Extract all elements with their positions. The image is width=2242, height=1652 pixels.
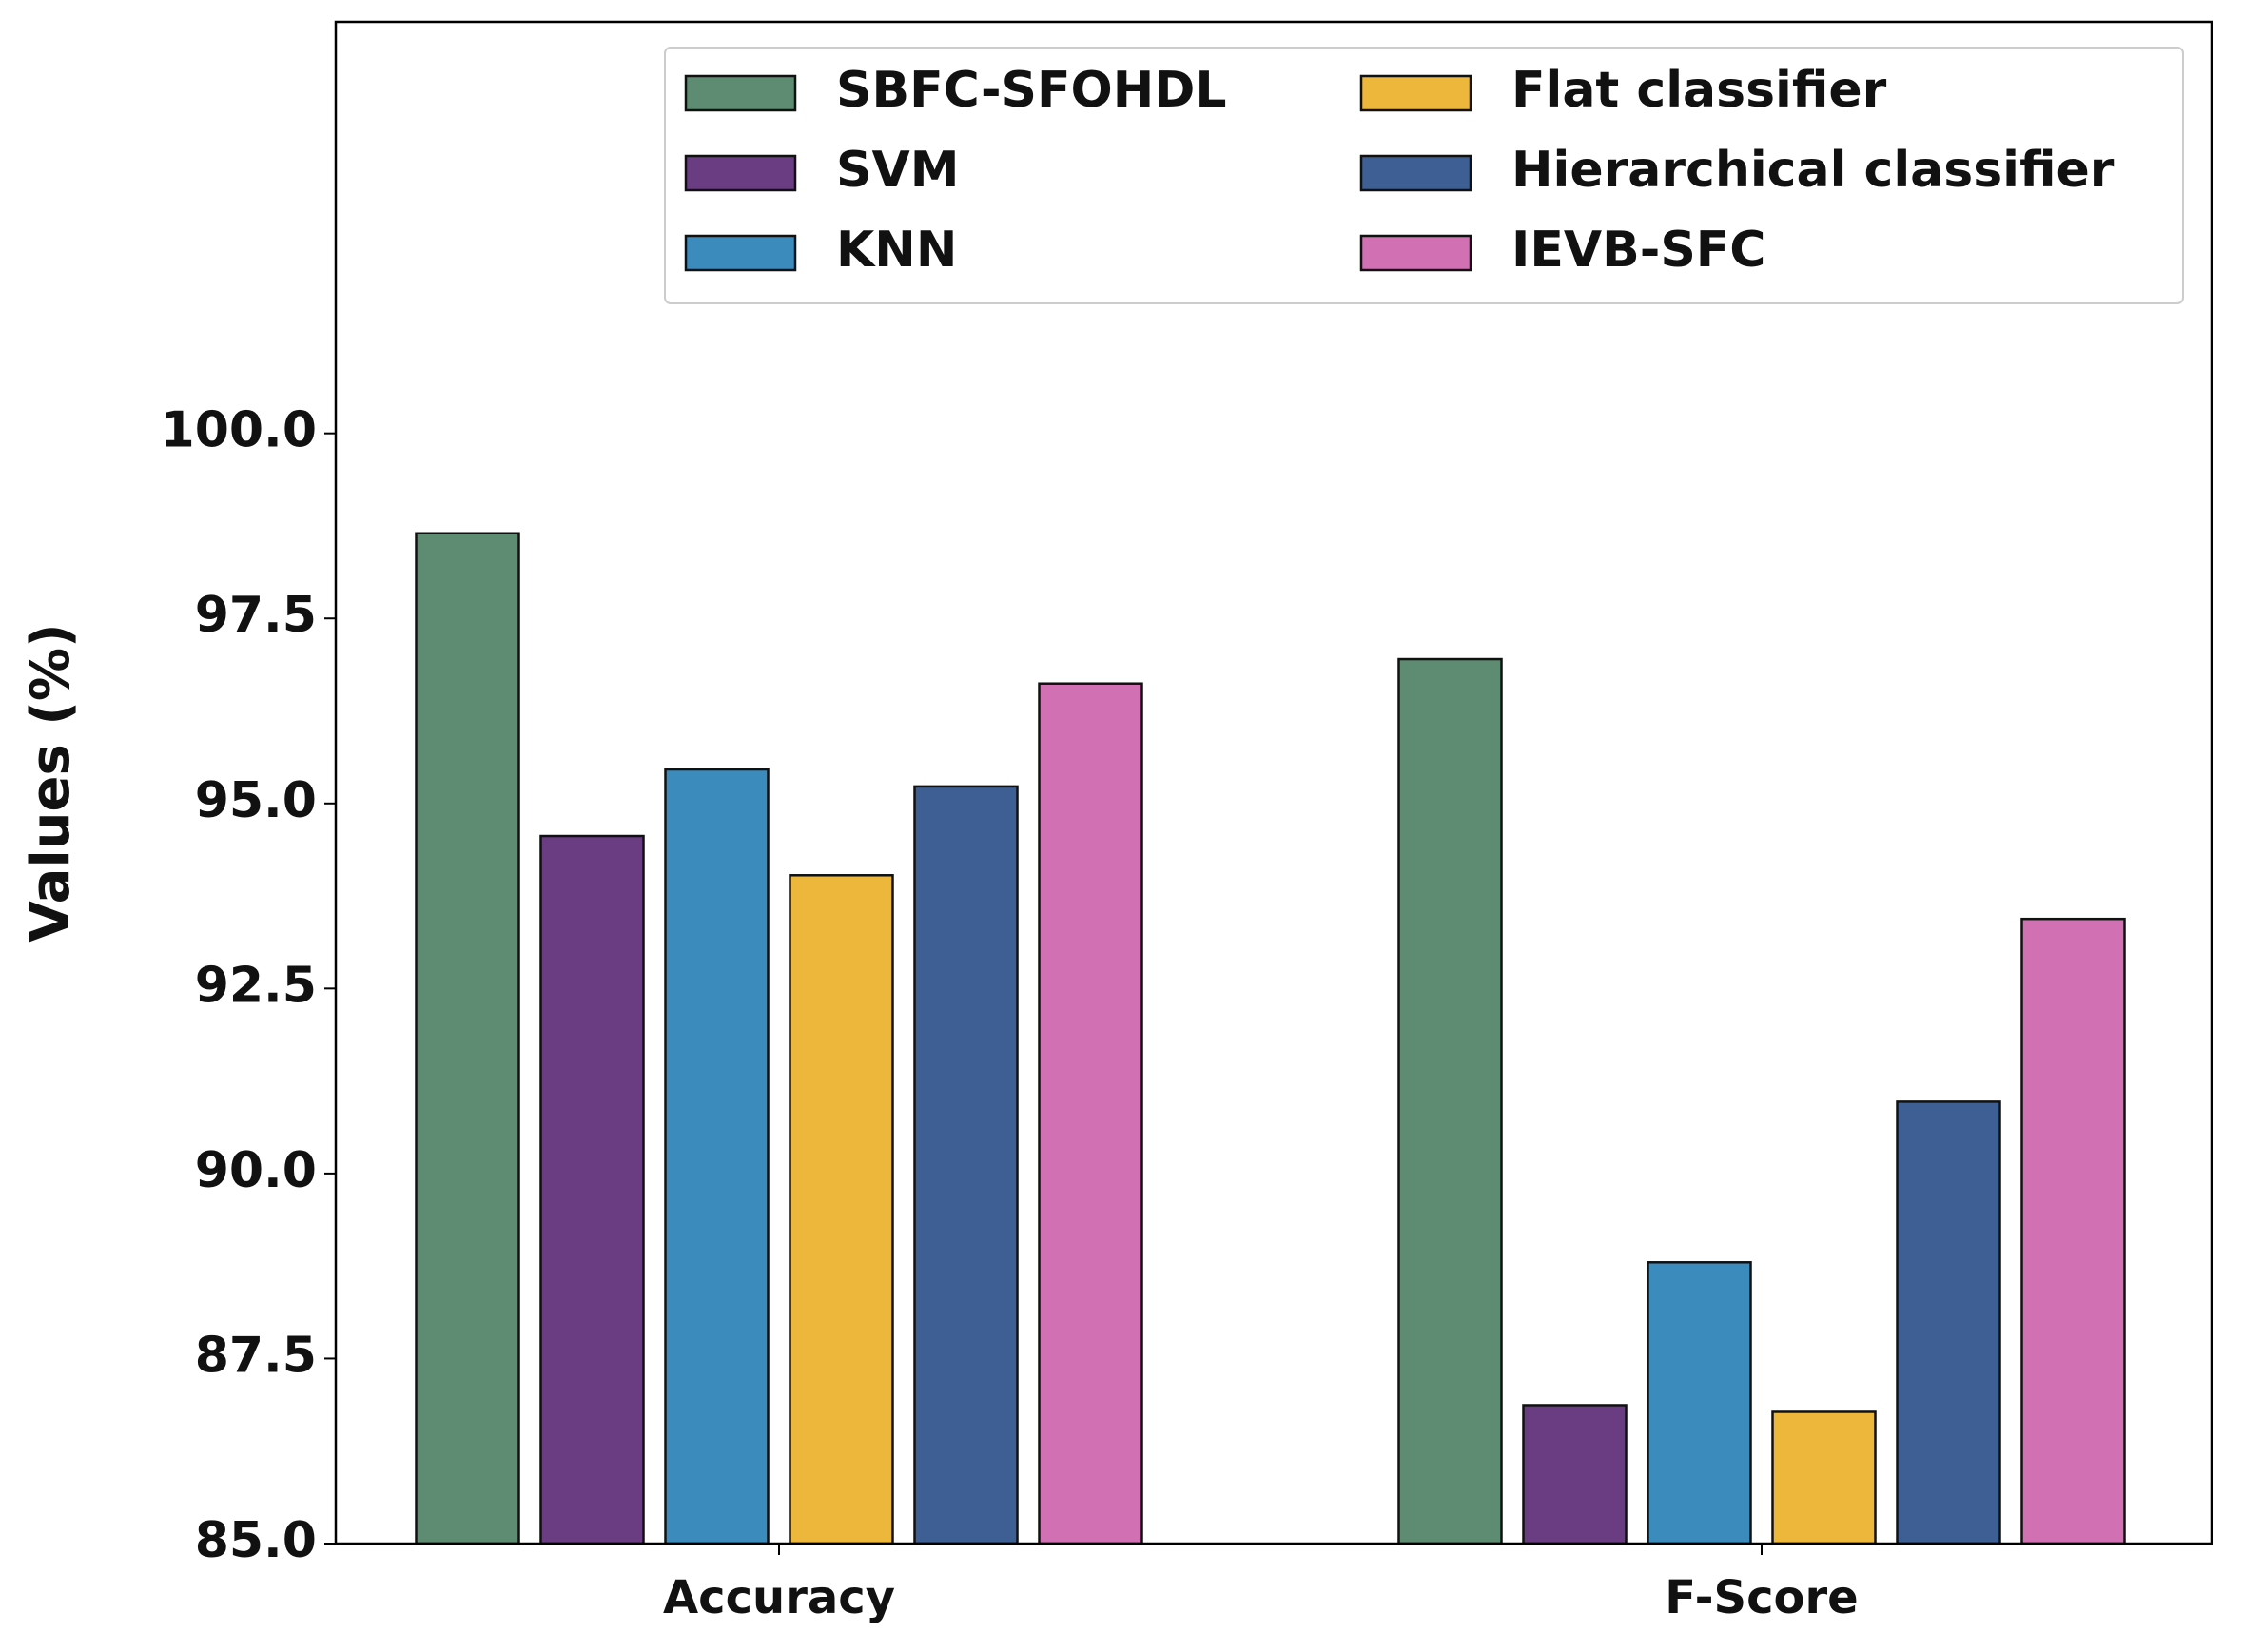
bar: [2020, 917, 2126, 1545]
y-tick-label: 85.0: [195, 1512, 317, 1569]
y-tick-label: 90.0: [195, 1142, 317, 1199]
bar: [415, 532, 520, 1545]
bar: [913, 785, 1019, 1545]
bar: [1771, 1410, 1877, 1545]
x-tick-label: Accuracy: [663, 1571, 895, 1624]
bar: [1522, 1404, 1628, 1545]
legend-label: Hierarchical classifier: [1511, 142, 2115, 199]
legend-label: SVM: [836, 142, 959, 199]
bar: [1397, 657, 1503, 1545]
y-tick-label: 92.5: [195, 957, 317, 1014]
y-tick-label: 97.5: [195, 587, 317, 644]
legend-label: IEVB-SFC: [1511, 222, 1765, 279]
y-tick-label: 95.0: [195, 772, 317, 829]
legend-swatch: [1359, 74, 1472, 112]
legend-swatch: [1359, 154, 1472, 192]
legend-swatch: [1359, 234, 1472, 272]
legend-swatch: [684, 234, 797, 272]
bar: [1647, 1261, 1752, 1545]
y-axis-label: Values (%): [20, 623, 82, 942]
legend-swatch: [684, 154, 797, 192]
bar: [664, 768, 770, 1545]
legend-label: KNN: [836, 222, 957, 279]
bar: [539, 834, 645, 1545]
legend-label: Flat classifier: [1511, 62, 1887, 119]
legend-label: SBFC-SFOHDL: [836, 62, 1227, 119]
y-tick-label: 87.5: [195, 1327, 317, 1384]
y-tick-label: 100.0: [161, 402, 317, 459]
x-tick-label: F-Score: [1665, 1571, 1858, 1624]
bar: [789, 874, 894, 1545]
bar: [1038, 682, 1143, 1545]
plot-frame: [334, 20, 2213, 1545]
legend-swatch: [684, 74, 797, 112]
bar: [1896, 1100, 2001, 1545]
